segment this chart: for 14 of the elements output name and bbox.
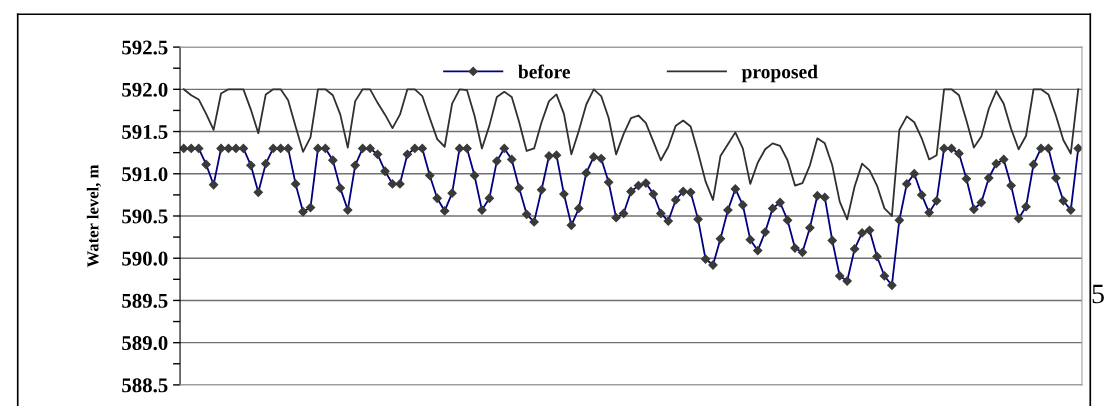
y-tick-label: 590.5 (122, 209, 168, 224)
y-tick-label: 592.5 (122, 40, 168, 55)
y-tick-label: 592.0 (122, 82, 168, 97)
y-axis-title: Water level, m (86, 164, 101, 268)
legend-label: proposed (741, 64, 818, 83)
y-tick-label: 591.0 (122, 167, 168, 182)
legend-label: before (518, 64, 570, 79)
y-tick-label: 589.5 (122, 293, 168, 308)
text: 5 (1092, 284, 1104, 304)
y-tick-label: 590.0 (122, 251, 168, 266)
y-tick-label: 589.0 (122, 336, 168, 351)
y-tick-label: 591.5 (122, 124, 168, 140)
y-tick-label: 588.5 (122, 378, 168, 393)
line-series (182, 88, 1080, 221)
